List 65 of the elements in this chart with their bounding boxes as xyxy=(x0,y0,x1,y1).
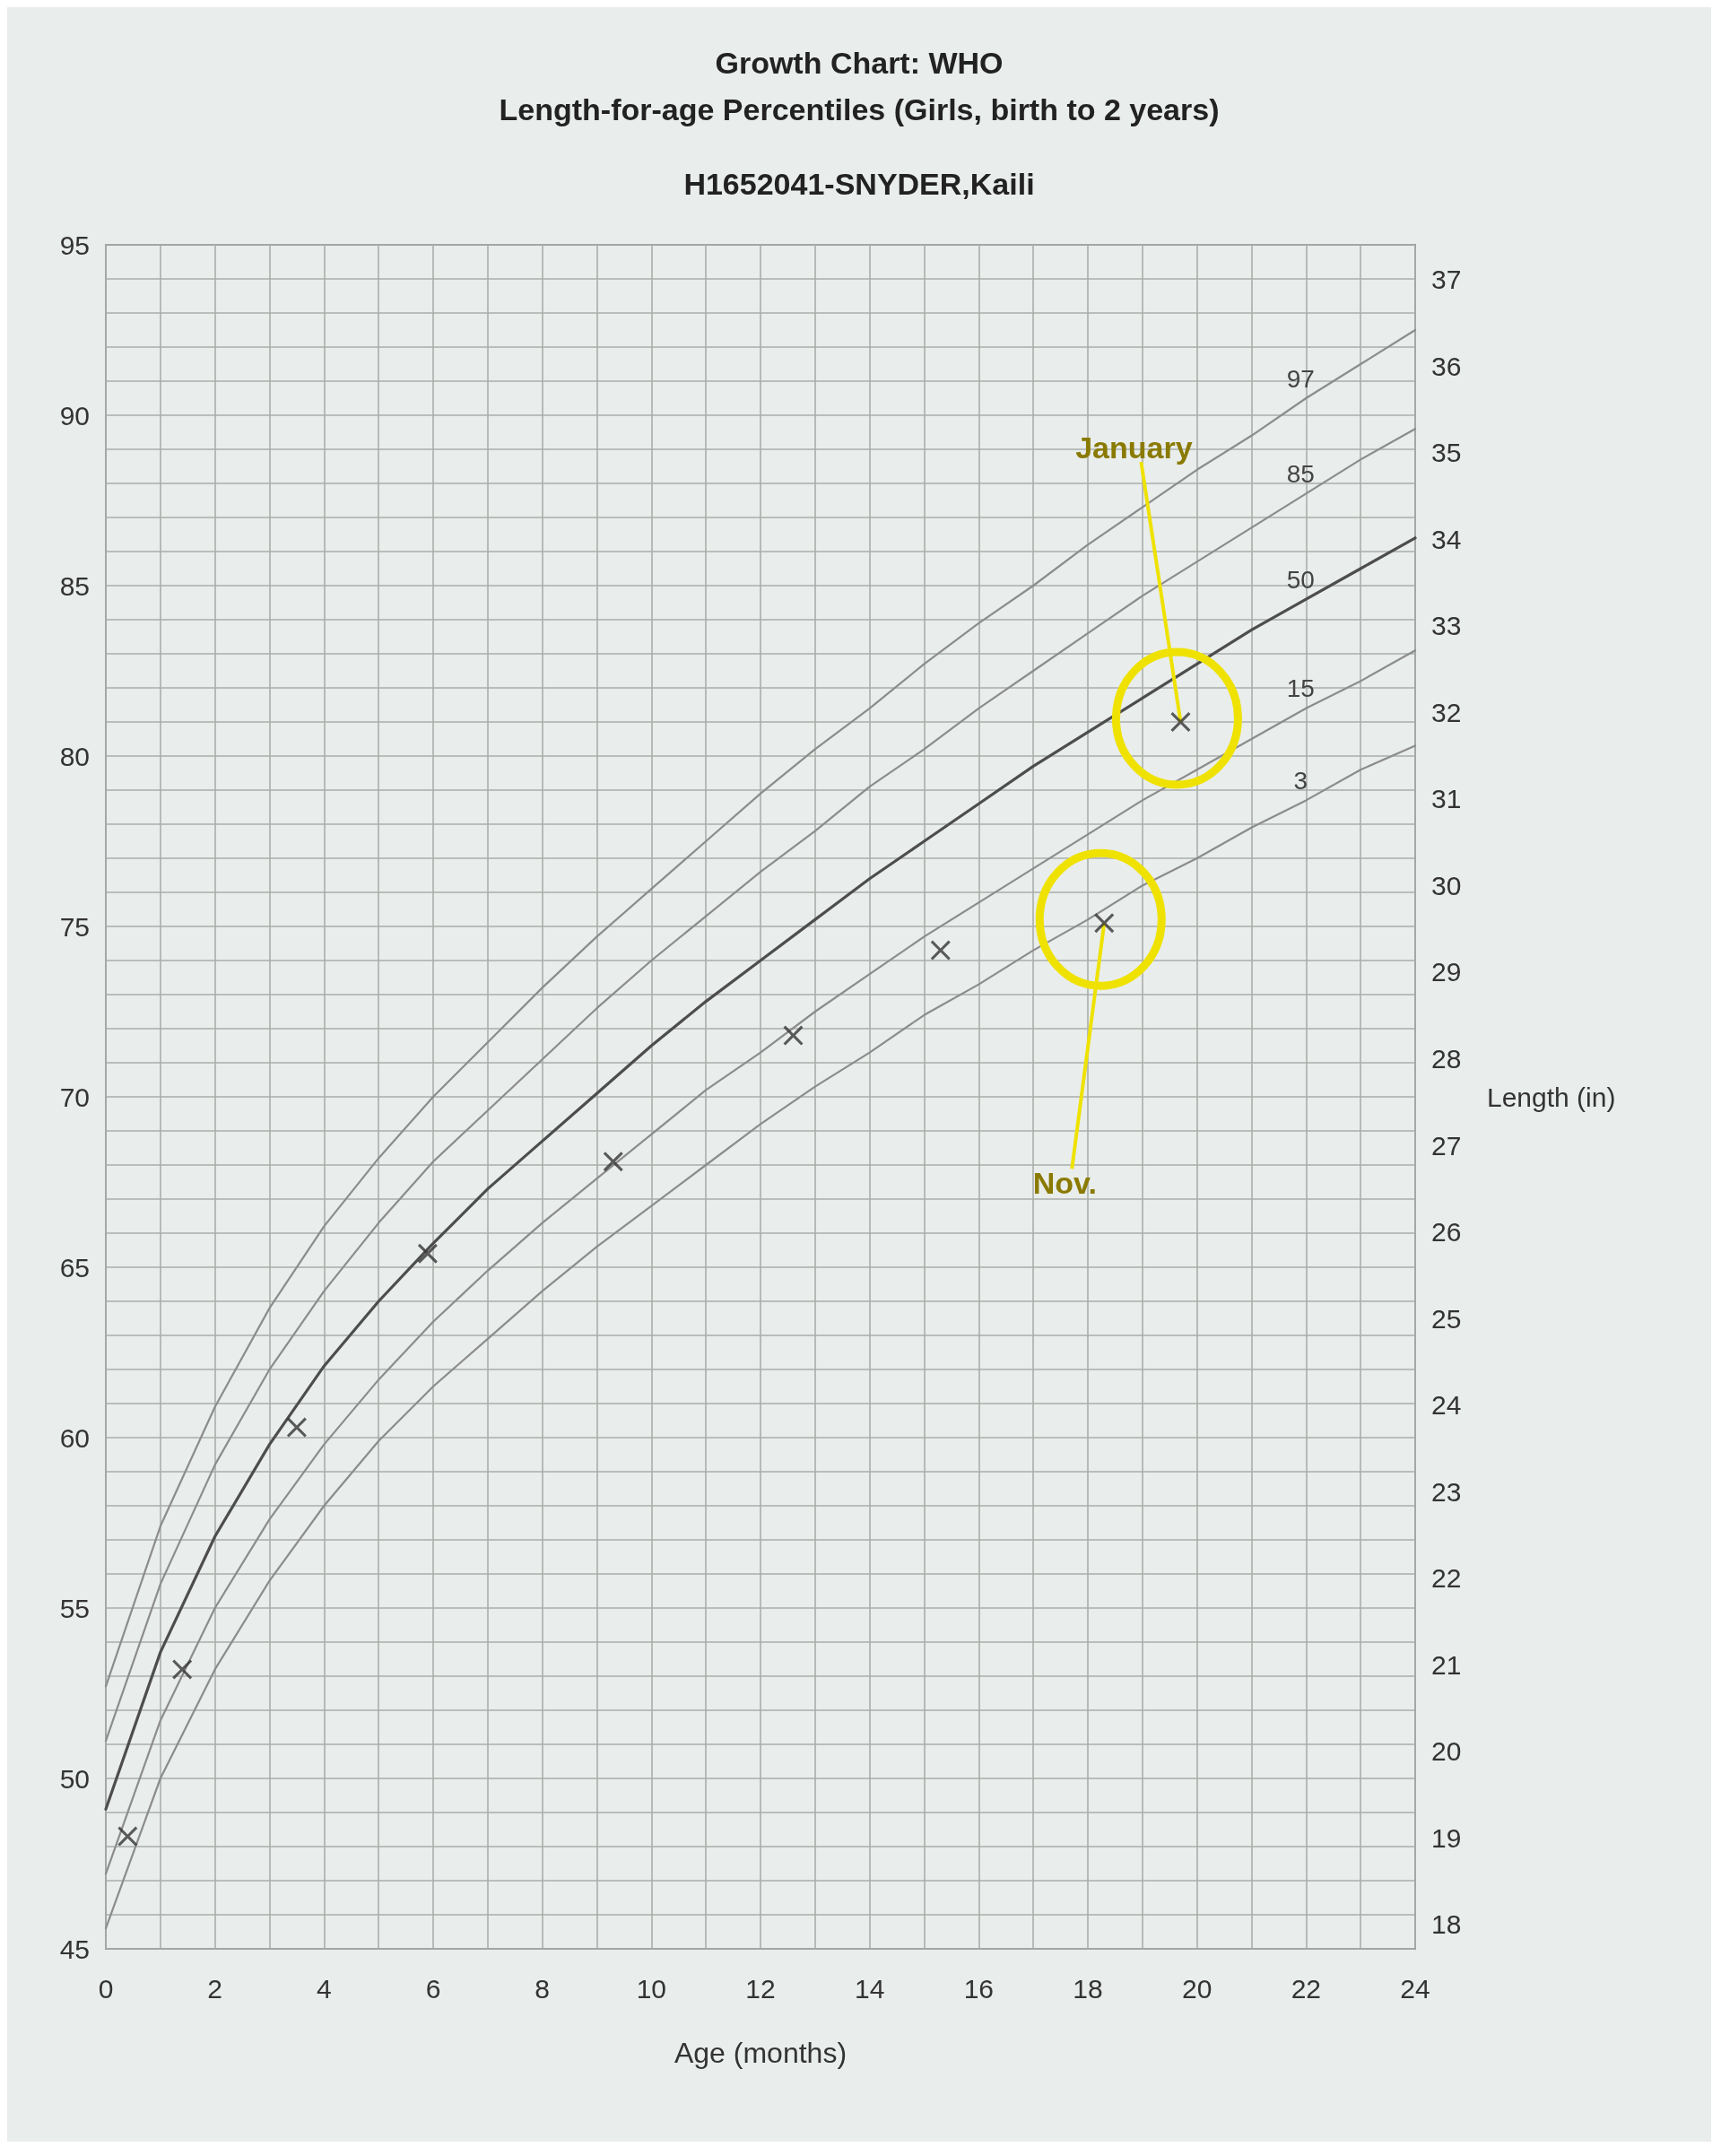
series-label: 97 xyxy=(1286,364,1315,393)
point xyxy=(930,940,951,961)
y2-tick-label: 22 xyxy=(1431,1563,1462,1594)
x-tick-label: 12 xyxy=(745,1973,776,2004)
y2-tick-label: 25 xyxy=(1431,1303,1462,1334)
annotation: Nov. xyxy=(1032,1166,1097,1201)
series-label: 15 xyxy=(1286,674,1315,703)
y-tick-label: 50 xyxy=(59,1763,90,1794)
chart-title: Growth Chart: WHO xyxy=(715,46,1004,80)
y2-tick-label: 32 xyxy=(1431,697,1462,727)
y2-tick-label: 27 xyxy=(1431,1130,1462,1161)
series-label: 3 xyxy=(1293,766,1308,795)
y-tick-label: 80 xyxy=(59,741,90,771)
y2-tick-label: 29 xyxy=(1431,957,1462,987)
x-tick-label: 2 xyxy=(207,1973,223,2004)
y-tick-label: 65 xyxy=(59,1252,90,1282)
point xyxy=(417,1243,438,1264)
y2-tick-label: 37 xyxy=(1431,265,1462,295)
x-tick-label: 22 xyxy=(1291,1973,1322,2004)
x-axis-title: Age (months) xyxy=(674,2037,847,2069)
x-tick-label: 18 xyxy=(1073,1973,1103,2004)
point xyxy=(172,1659,193,1680)
x-tick-label: 24 xyxy=(1400,1973,1430,2004)
point xyxy=(1170,712,1191,732)
y-tick-label: 85 xyxy=(59,570,90,601)
chart-subtitle: Length-for-age Percentiles (Girls, birth to 2 years) xyxy=(499,92,1220,126)
x-tick-label: 4 xyxy=(316,1973,332,2004)
y2-tick-label: 26 xyxy=(1431,1217,1462,1248)
series-label: 85 xyxy=(1286,459,1315,488)
x-tick-label: 16 xyxy=(963,1973,995,2004)
x-tick-label: 10 xyxy=(636,1973,667,2004)
x-tick-label: 20 xyxy=(1181,1973,1213,2004)
y-tick-label: 75 xyxy=(59,911,90,942)
y2-tick-label: 34 xyxy=(1431,524,1462,554)
y-tick-label: 45 xyxy=(59,1934,90,1964)
y2-tick-label: 30 xyxy=(1431,870,1462,900)
y2-tick-label: 19 xyxy=(1431,1822,1462,1853)
point xyxy=(117,1826,138,1847)
x-tick-label: 14 xyxy=(854,1973,885,2004)
x-tick-label: 6 xyxy=(425,1973,441,2004)
text: H1652041-SNYDER,Kaili xyxy=(683,167,1035,201)
y2-tick-label: 23 xyxy=(1431,1476,1462,1507)
x-tick-label: 0 xyxy=(98,1973,114,2004)
y-tick-label: 95 xyxy=(59,230,90,260)
y2-axis-title: Length (in) xyxy=(1487,1082,1616,1112)
y2-tick-label: 28 xyxy=(1431,1044,1462,1074)
y2-tick-label: 31 xyxy=(1431,784,1462,814)
point xyxy=(286,1417,307,1438)
x-tick-label: 8 xyxy=(535,1973,551,2004)
annotation: January xyxy=(1075,430,1193,465)
series-label: 50 xyxy=(1286,565,1315,594)
point xyxy=(783,1025,804,1046)
y2-tick-label: 18 xyxy=(1431,1909,1462,1940)
point xyxy=(1094,913,1115,934)
y2-tick-label: 35 xyxy=(1431,438,1462,468)
y2-tick-label: 21 xyxy=(1431,1649,1462,1680)
y-tick-label: 90 xyxy=(59,400,90,430)
y-tick-label: 55 xyxy=(59,1593,90,1623)
y-tick-label: 70 xyxy=(59,1082,90,1112)
point xyxy=(603,1152,623,1172)
y2-tick-label: 33 xyxy=(1431,611,1462,641)
y2-tick-label: 24 xyxy=(1431,1390,1462,1421)
y2-tick-label: 36 xyxy=(1431,351,1462,381)
y2-tick-label: 20 xyxy=(1431,1736,1462,1767)
y-tick-label: 60 xyxy=(59,1422,90,1453)
